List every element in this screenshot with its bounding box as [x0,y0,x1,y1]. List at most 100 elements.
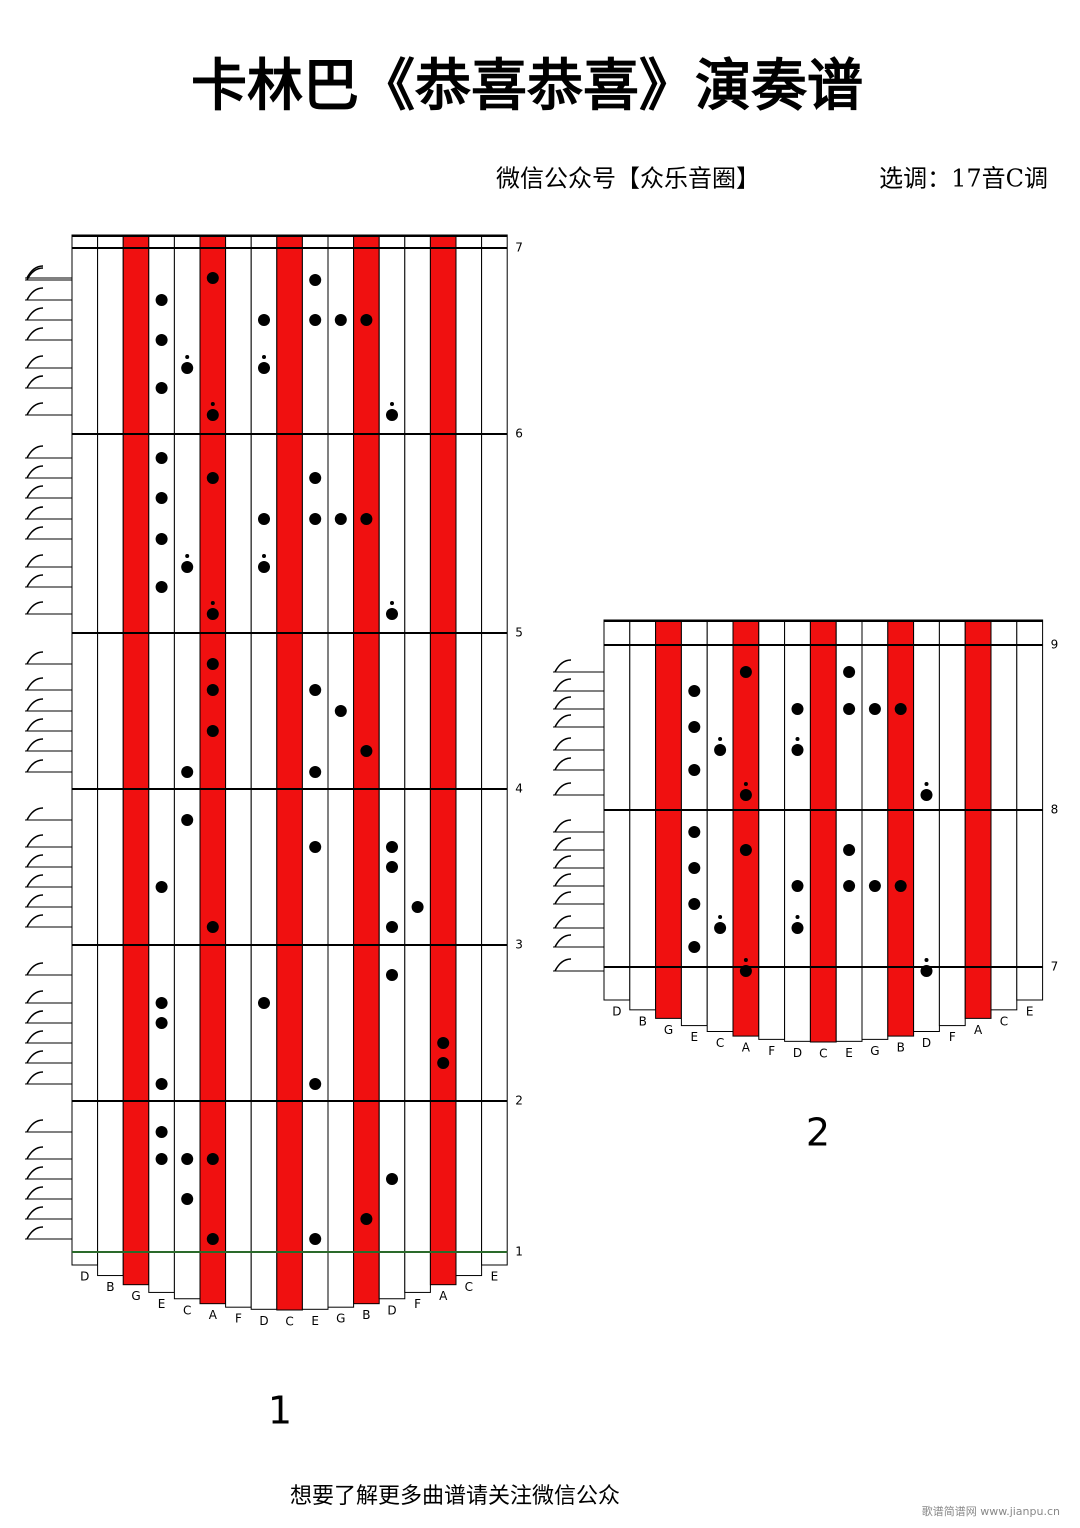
note [688,898,701,910]
note [206,658,219,670]
beat-flag [26,1206,44,1220]
key-label: B [362,1308,370,1322]
key [122,234,150,1286]
note [791,703,804,715]
note [386,1173,398,1185]
key [835,619,863,1042]
note [688,721,701,733]
key-label: A [742,1041,751,1055]
key [225,234,252,1308]
note [155,334,168,346]
octave-dot [795,737,800,741]
key [481,234,508,1266]
beat-flag [26,1010,44,1024]
beat-flag [26,651,44,665]
note [688,941,701,953]
key-label: B [897,1041,905,1055]
note [309,841,322,853]
note [868,703,881,715]
key-label: G [131,1289,140,1303]
beat-flag [26,1119,44,1133]
octave-dot [390,601,394,605]
key [276,234,303,1311]
key-label: G [664,1023,673,1037]
beat-flag [26,894,44,908]
note [309,314,322,326]
beat-flag [26,465,44,479]
note [206,921,219,933]
beat-flag [26,526,44,540]
note [155,1078,168,1090]
note [334,314,347,326]
note [206,1153,219,1165]
beat-flag [26,265,44,279]
octave-dot [210,402,215,406]
key-label: B [639,1014,647,1028]
beat-flag [26,375,44,389]
note [155,382,168,394]
key-label: A [209,1308,218,1322]
beat-flag [26,267,44,281]
beat-flag [26,990,44,1004]
note [309,513,322,525]
key-label: B [106,1280,114,1294]
key-label: C [183,1303,191,1317]
octave-dot [185,355,190,359]
note [258,561,270,573]
beat-flag [26,601,44,615]
beat-flag [26,1071,44,1085]
beat-flag [554,659,572,673]
beat-flag [26,1146,44,1160]
note [206,272,219,284]
note [688,862,701,874]
octave-dot [262,554,266,558]
key-label: E [691,1030,699,1044]
note [155,581,168,593]
key [655,619,682,1019]
key-label: C [819,1047,827,1061]
beat-flag [26,307,44,321]
note [155,997,168,1009]
note [791,744,804,756]
note [688,826,701,838]
note [360,1213,373,1225]
note [155,492,168,504]
note [181,766,194,778]
note [155,881,168,893]
note [309,684,322,696]
key [758,619,786,1040]
note [360,513,373,525]
note [181,1153,194,1165]
key-label: E [845,1046,853,1060]
beat-flag [554,855,572,869]
note [206,684,219,696]
note [258,362,270,374]
key [404,234,431,1293]
key [71,234,99,1266]
note [894,880,907,892]
key [938,619,966,1027]
beat-flag [554,837,572,851]
note [155,1126,168,1138]
key-label: F [768,1044,775,1058]
beat-flag [26,287,44,301]
note [206,608,219,620]
key-label: D [612,1005,621,1019]
key-label: E [311,1314,319,1328]
key-label: C [465,1280,473,1294]
key-label: F [235,1312,242,1326]
octave-dot [390,402,394,406]
beat-flag [26,574,44,588]
beat-flag [554,958,572,972]
beat-flag [26,738,44,752]
note [739,965,752,977]
key [629,619,657,1011]
note [258,314,270,326]
measure-number: 6 [515,427,523,441]
key [964,619,992,1019]
note [386,841,398,853]
key-label: A [974,1023,983,1037]
key [455,234,483,1277]
note [206,472,219,484]
